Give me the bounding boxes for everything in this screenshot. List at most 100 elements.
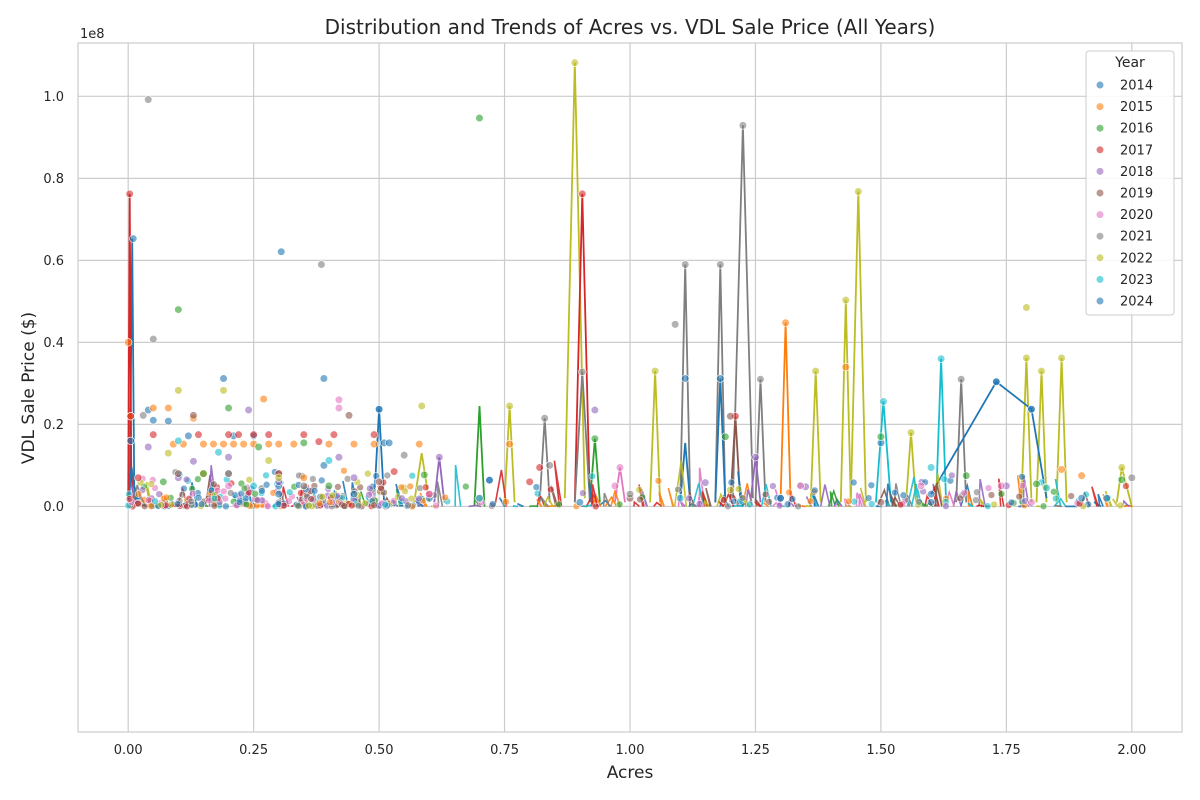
series-line [542,495,554,507]
data-point [1057,465,1066,474]
data-point [299,430,308,439]
data-point [1116,501,1124,510]
data-point [155,490,163,498]
data-point [695,500,704,508]
data-point [174,386,183,395]
x-tick-label: 1.50 [866,743,895,758]
data-point [417,401,426,411]
data-point [590,434,599,443]
data-point [235,498,244,506]
data-point [314,437,323,446]
data-point [209,439,218,449]
data-point [540,414,549,423]
data-point [578,189,587,199]
data-point [845,497,853,506]
data-point [867,481,875,489]
data-point [676,494,685,503]
series-line [833,503,843,508]
data-point [144,442,153,452]
series-line [454,464,462,507]
data-point [432,502,440,510]
data-point [532,483,541,491]
data-point [727,478,736,487]
y-tick-label: 0.2 [43,418,64,433]
data-point [344,475,352,483]
data-point [1018,473,1026,481]
data-point [781,318,790,327]
series-line [933,482,943,507]
data-point [570,58,579,67]
data-point [990,500,998,509]
series-line [536,498,543,507]
data-point [533,489,542,498]
data-point [854,187,863,196]
legend-label: 2024 [1120,295,1153,310]
data-point [1027,405,1036,414]
data-point [318,493,326,501]
data-point [420,470,429,479]
data-point [224,481,233,491]
series-line [976,504,985,508]
data-point [222,502,230,510]
data-point [404,501,412,509]
data-point [701,478,710,487]
data-point [307,495,315,503]
data-point [124,338,133,347]
data-point [144,95,153,104]
data-point [374,405,384,414]
data-point [224,469,233,478]
data-point [324,481,334,491]
series-line [604,495,618,507]
data-point [245,476,253,484]
data-point [274,490,283,499]
data-point [390,467,399,476]
data-point [125,189,134,199]
series-line [763,502,770,508]
data-point [366,484,374,493]
legend-marker [1095,167,1105,176]
data-point [324,456,334,465]
series-line [1102,494,1109,507]
data-point [926,463,936,472]
data-point [937,354,946,363]
data-point [188,489,197,498]
data-point [1122,482,1130,490]
y-tick-label: 0.0 [43,500,64,515]
data-point [525,477,534,486]
data-point [1127,473,1136,482]
series-line [885,483,894,507]
data-point [636,495,644,504]
series-line [591,484,599,507]
series-line [342,480,349,507]
data-point [761,490,770,498]
data-point [199,469,208,478]
series-line [966,490,974,507]
data-point [579,489,587,497]
legend-label: 2018 [1120,165,1153,180]
series-line [633,500,640,508]
data-point [361,499,369,507]
data-point [340,467,348,475]
data-point [505,439,514,449]
data-point [254,442,263,452]
data-point [1022,303,1031,312]
series-line [690,502,699,508]
data-point [716,260,725,269]
data-point [997,490,1006,498]
data-point [681,374,690,383]
data-point [249,481,258,491]
data-point [1052,494,1060,503]
series-line [906,476,920,507]
data-point [139,411,148,420]
data-point [264,430,273,439]
legend-label: 2015 [1120,100,1153,115]
data-point [811,486,819,495]
data-point [407,495,415,503]
data-point [134,473,143,482]
data-point [242,500,251,509]
legend-marker [1095,188,1105,198]
data-point [174,469,183,478]
legend-label: 2023 [1120,273,1153,288]
data-point [210,494,219,503]
